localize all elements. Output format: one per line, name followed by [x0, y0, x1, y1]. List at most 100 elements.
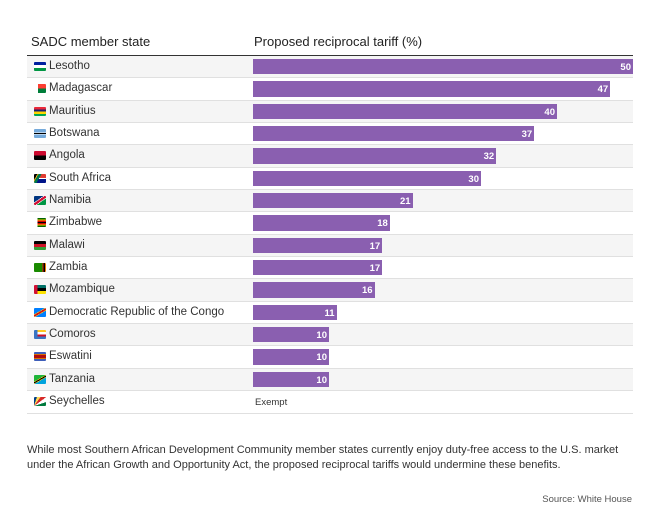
- bar-track: 10: [253, 371, 633, 388]
- data-label: 50: [620, 62, 631, 73]
- country-label: Zambia: [49, 261, 88, 274]
- data-label: 37: [521, 129, 533, 141]
- data-label: 18: [377, 218, 388, 230]
- data-label: 17: [369, 240, 381, 252]
- bar-track: 21: [253, 192, 633, 209]
- flag-icon: [34, 397, 46, 407]
- flag-icon: [34, 62, 46, 71]
- flag-icon: [34, 285, 46, 295]
- bar-track: 40: [253, 103, 633, 120]
- bar: 21: [253, 193, 413, 209]
- table-row: Democratic Republic of the Congo 11: [27, 301, 633, 325]
- data-label: 32: [483, 151, 495, 163]
- data-label: 10: [316, 352, 327, 364]
- flag-icon: [34, 129, 46, 139]
- bar: 37: [253, 126, 535, 142]
- bar: 10: [253, 349, 329, 365]
- flag-icon: [34, 218, 46, 228]
- data-label: 11: [324, 307, 335, 319]
- data-label: 17: [369, 263, 381, 275]
- country-label: Seychelles: [49, 395, 105, 408]
- bar: 11: [253, 304, 337, 321]
- table-row: Botswana 37: [27, 123, 633, 146]
- country-label: Comoros: [49, 328, 96, 341]
- table-row: South Africa 30: [27, 167, 633, 191]
- table-body: Lesotho 50 Madagascar 47 Mauritius 40 Botswana…: [27, 56, 633, 414]
- bar: 18: [253, 215, 390, 231]
- table-row: Namibia 21: [27, 190, 633, 213]
- country-label: Botswana: [49, 127, 100, 140]
- footnote: While most Southern African Development …: [27, 444, 619, 471]
- column-header-country: SADC member state: [31, 34, 151, 49]
- flag-icon: [34, 173, 46, 183]
- country-label: Democratic Republic of the Congo: [49, 305, 225, 318]
- country-label: Malawi: [49, 238, 85, 251]
- bar: 40: [253, 103, 557, 120]
- data-label: 21: [400, 196, 411, 208]
- country-label: Tanzania: [49, 372, 96, 385]
- bar-track: 17: [253, 237, 633, 254]
- table-row: Tanzania 10: [27, 368, 633, 392]
- bar-track: 50: [253, 58, 633, 75]
- country-label: Mozambique: [49, 283, 115, 296]
- bar: 17: [253, 260, 383, 276]
- bar-track: 11: [253, 304, 633, 321]
- bar: 32: [253, 148, 497, 164]
- data-label: 40: [544, 106, 555, 118]
- bar-track: Exempt: [253, 393, 633, 410]
- flag-icon: [34, 240, 46, 250]
- country-label: Madagascar: [49, 82, 113, 95]
- table-row: Mauritius 40: [27, 100, 633, 124]
- bar: 30: [253, 170, 481, 187]
- flag-icon: [34, 352, 46, 362]
- column-header-tariff: Proposed reciprocal tariff (%): [254, 34, 423, 49]
- bar-track: 17: [253, 259, 633, 276]
- country-label: Lesotho: [49, 60, 90, 72]
- data-label: 10: [316, 374, 327, 386]
- country-label: Mauritius: [49, 104, 96, 117]
- bar: 16: [253, 282, 375, 298]
- bar-track: 18: [253, 214, 633, 231]
- bar: 47: [253, 81, 611, 97]
- data-label: 30: [468, 173, 479, 185]
- bar-track: 30: [253, 170, 633, 187]
- flag-icon: [34, 263, 46, 273]
- bar-track: 47: [253, 80, 633, 97]
- flag-icon: [34, 106, 46, 116]
- bar-track: 32: [253, 147, 633, 164]
- table-row: Eswatini 10: [27, 346, 633, 369]
- bar-track: 10: [253, 348, 633, 365]
- table-row: Mozambique 16: [27, 279, 633, 302]
- table-row: Zambia 17: [27, 257, 633, 280]
- flag-icon: [34, 374, 46, 384]
- country-label: Eswatini: [49, 350, 92, 363]
- table-row: Angola 32: [27, 145, 633, 168]
- exempt-label: Exempt: [255, 397, 288, 409]
- country-label: Namibia: [49, 194, 92, 207]
- table-row: Zimbabwe 18: [27, 212, 633, 235]
- flag-icon: [34, 196, 46, 206]
- country-label: South Africa: [49, 171, 112, 184]
- table-row: Malawi 17: [27, 234, 633, 258]
- bar: 17: [253, 237, 383, 254]
- table-row: Seychelles Exempt: [27, 391, 633, 414]
- source-credit: Source: White House: [542, 494, 632, 505]
- country-label: Angola: [49, 149, 85, 162]
- bar: 10: [253, 371, 329, 388]
- data-label: 16: [362, 285, 373, 297]
- table-row: Madagascar 47: [27, 78, 633, 101]
- table-row: Comoros 10: [27, 324, 633, 347]
- bar: 10: [253, 327, 329, 343]
- flag-icon: [34, 330, 46, 340]
- bar: 50: [253, 59, 633, 75]
- country-label: Zimbabwe: [49, 216, 103, 229]
- table-header: SADC member state Proposed reciprocal ta…: [27, 27, 633, 56]
- bar-track: 16: [253, 281, 633, 298]
- flag-icon: [34, 151, 46, 161]
- flag-icon: [34, 307, 46, 317]
- flag-icon: [34, 84, 46, 94]
- data-label: 10: [316, 330, 327, 342]
- tariff-table: SADC member state Proposed reciprocal ta…: [27, 27, 633, 414]
- bar-track: 37: [253, 125, 633, 142]
- bar-track: 10: [253, 326, 633, 343]
